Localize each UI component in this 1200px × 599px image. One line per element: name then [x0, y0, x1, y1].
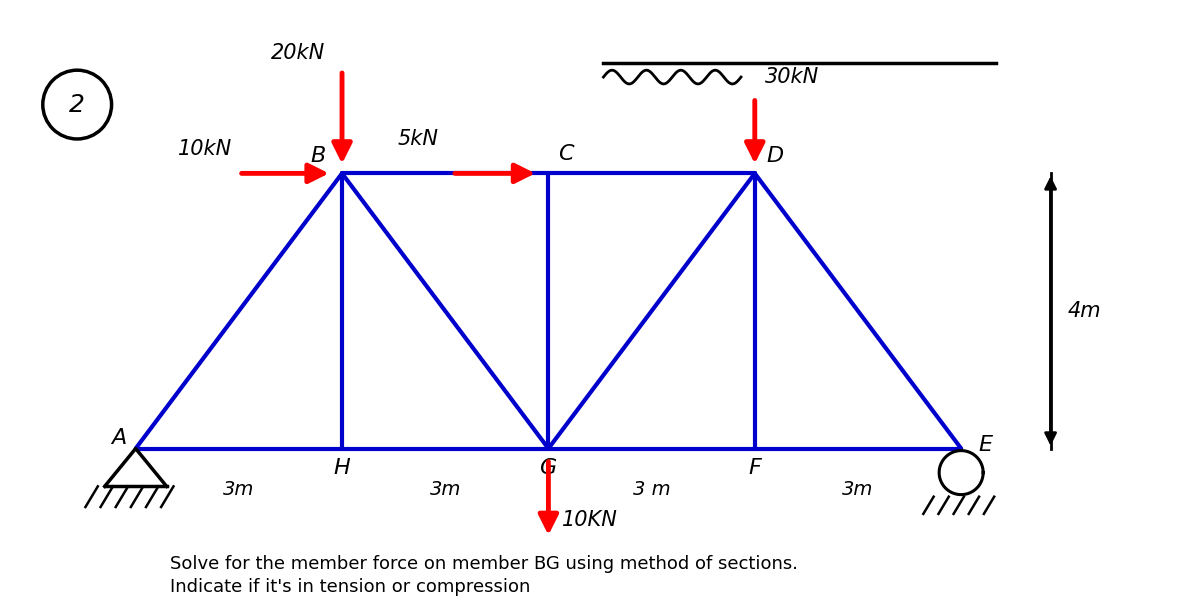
- Text: 30kN: 30kN: [766, 67, 820, 87]
- Text: 2: 2: [70, 93, 85, 117]
- Text: 5kN: 5kN: [397, 129, 438, 149]
- Text: 3m: 3m: [430, 480, 461, 500]
- Text: B: B: [311, 146, 325, 166]
- Text: 10KN: 10KN: [562, 510, 618, 531]
- Text: 3m: 3m: [223, 480, 254, 500]
- Text: H: H: [334, 458, 350, 478]
- Text: Indicate if it's in tension or compression: Indicate if it's in tension or compressi…: [170, 578, 530, 596]
- Text: 3m: 3m: [842, 480, 874, 500]
- Text: F: F: [749, 458, 761, 478]
- Text: A: A: [110, 428, 126, 448]
- Text: D: D: [767, 146, 784, 166]
- Text: 20kN: 20kN: [270, 43, 325, 63]
- Text: G: G: [540, 458, 557, 478]
- Text: E: E: [978, 435, 992, 455]
- Text: 10kN: 10kN: [178, 140, 232, 159]
- Text: Solve for the member force on member BG using method of sections.: Solve for the member force on member BG …: [170, 555, 798, 573]
- Text: 4m: 4m: [1068, 301, 1102, 321]
- Text: C: C: [558, 144, 574, 164]
- Text: 3 m: 3 m: [632, 480, 671, 500]
